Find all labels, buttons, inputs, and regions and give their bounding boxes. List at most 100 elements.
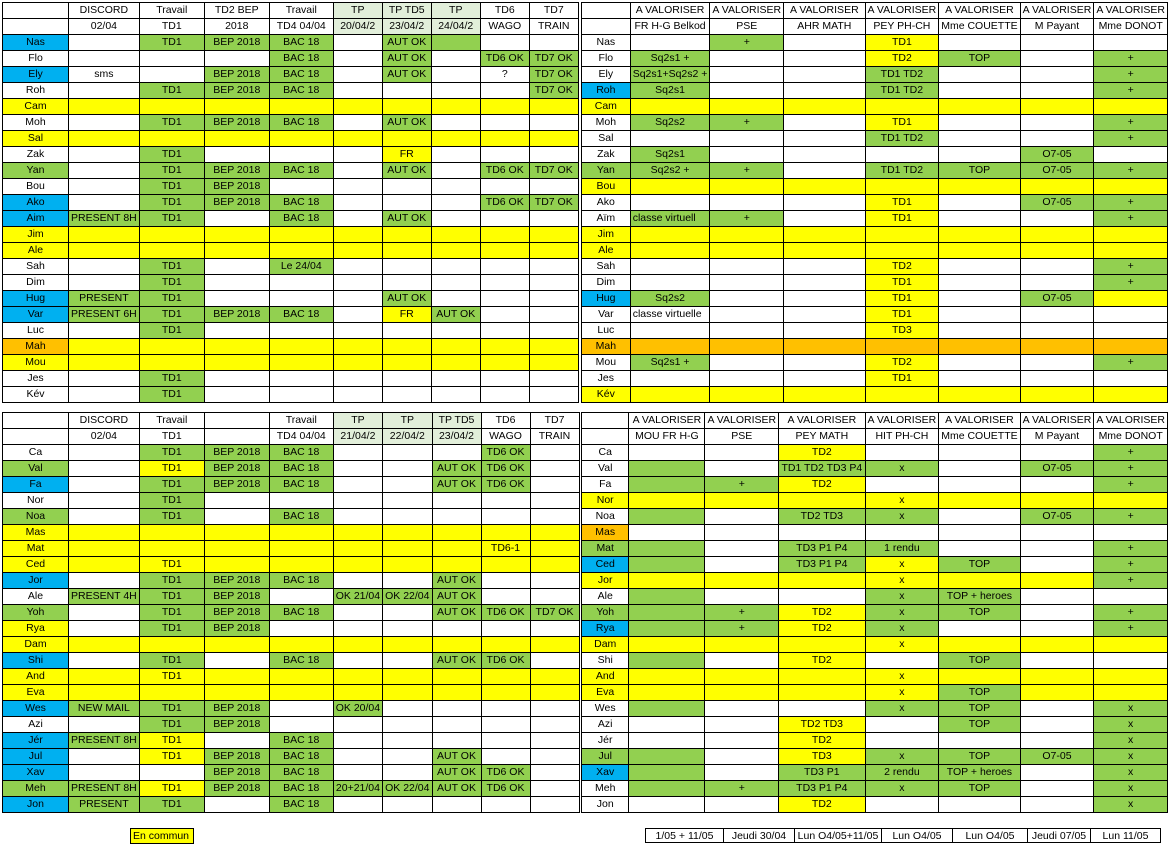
grid-cell[interactable] [68, 322, 140, 339]
grid-cell[interactable] [629, 370, 711, 387]
grid-cell[interactable]: AUT OK [381, 34, 432, 51]
grid-cell[interactable]: TD1 [138, 588, 205, 605]
grid-cell[interactable] [382, 492, 433, 509]
grid-cell[interactable] [1019, 274, 1095, 291]
grid-cell[interactable] [332, 620, 384, 637]
grid-cell[interactable] [479, 210, 530, 227]
grid-cell[interactable] [783, 306, 866, 323]
grid-cell[interactable] [68, 162, 140, 179]
grid-cell[interactable] [529, 732, 580, 749]
grid-cell[interactable] [709, 370, 785, 387]
grid-cell[interactable] [938, 34, 1021, 51]
grid-cell[interactable] [1019, 556, 1095, 573]
bottom-left-sheet-table[interactable]: DISCORD Travail Travail TP TP TP TD5 TD6 TD7 02/… [2, 412, 580, 813]
grid-cell[interactable] [704, 668, 780, 685]
grid-cell[interactable] [479, 386, 530, 403]
grid-cell[interactable]: AUT OK [431, 764, 482, 781]
grid-cell[interactable] [628, 668, 706, 685]
grid-cell[interactable]: TD1 [864, 306, 940, 323]
grid-cell[interactable] [783, 290, 866, 307]
grid-cell[interactable] [709, 194, 785, 211]
student-name-cell[interactable]: Jor [2, 572, 69, 589]
grid-cell[interactable]: + [1093, 162, 1168, 179]
grid-cell[interactable] [68, 98, 140, 115]
grid-cell[interactable] [382, 460, 433, 477]
student-name-cell[interactable]: Xav [580, 764, 630, 781]
grid-cell[interactable] [528, 322, 579, 339]
grid-cell[interactable] [332, 572, 384, 589]
grid-cell[interactable] [938, 290, 1021, 307]
grid-cell[interactable] [68, 258, 140, 275]
column-header-cell[interactable]: A VALORISER [783, 2, 866, 19]
grid-cell[interactable]: + [1093, 194, 1168, 211]
grid-cell[interactable]: TD1 [138, 556, 205, 573]
grid-cell[interactable] [430, 82, 481, 99]
grid-cell[interactable]: TD7 OK [528, 194, 579, 211]
grid-cell[interactable] [783, 386, 866, 403]
grid-cell[interactable] [629, 194, 711, 211]
grid-cell[interactable] [938, 146, 1021, 163]
column-header-cell[interactable]: A VALORISER [1093, 2, 1168, 19]
student-name-cell[interactable]: Meh [580, 780, 630, 797]
grid-cell[interactable] [268, 290, 334, 307]
grid-cell[interactable]: TD1 [138, 572, 205, 589]
grid-cell[interactable] [203, 370, 270, 387]
grid-cell[interactable] [268, 130, 334, 147]
grid-cell[interactable]: + [1093, 50, 1168, 67]
bottom-right-sheet-table[interactable]: A VALORISER A VALORISER A VALORISER A VALOR… [580, 412, 1168, 813]
grid-cell[interactable]: TOP [938, 652, 1021, 669]
grid-cell[interactable]: x [1093, 764, 1168, 781]
student-name-cell[interactable]: Fa [2, 476, 69, 493]
grid-cell[interactable] [268, 226, 334, 243]
grid-cell[interactable] [1019, 258, 1095, 275]
grid-cell[interactable]: x [864, 700, 940, 717]
grid-cell[interactable] [203, 210, 270, 227]
student-name-cell[interactable]: Roh [2, 82, 69, 99]
grid-cell[interactable] [382, 444, 433, 461]
grid-cell[interactable] [704, 556, 780, 573]
column-header-cell[interactable]: TD4 04/04 [268, 18, 334, 35]
student-name-cell[interactable]: Bou [2, 178, 69, 195]
grid-cell[interactable] [709, 338, 785, 355]
student-name-cell[interactable]: Sal [2, 130, 69, 147]
grid-cell[interactable] [528, 354, 579, 371]
grid-cell[interactable]: x [1093, 700, 1168, 717]
grid-cell[interactable] [709, 322, 785, 339]
grid-cell[interactable] [68, 82, 140, 99]
grid-cell[interactable] [938, 178, 1021, 195]
grid-cell[interactable]: TD6 OK [480, 444, 531, 461]
grid-cell[interactable]: O7-05 [1019, 290, 1095, 307]
grid-cell[interactable]: TD1 [138, 444, 205, 461]
grid-cell[interactable] [203, 524, 270, 541]
footer-date-cell[interactable]: Lun O4/05 [952, 828, 1028, 843]
grid-cell[interactable] [1019, 732, 1095, 749]
student-name-cell[interactable]: Ced [2, 556, 69, 573]
grid-cell[interactable]: BAC 18 [268, 476, 334, 493]
grid-cell[interactable]: TD1 [864, 210, 940, 227]
footer-date-cell[interactable]: Lun O4/05 [881, 828, 953, 843]
grid-cell[interactable] [430, 146, 481, 163]
grid-cell[interactable] [529, 652, 580, 669]
grid-cell[interactable]: TD1 [138, 194, 205, 211]
student-name-cell[interactable]: Mat [2, 540, 69, 557]
grid-cell[interactable]: BEP 2018 [203, 780, 270, 797]
grid-cell[interactable] [628, 636, 706, 653]
grid-cell[interactable] [268, 322, 334, 339]
grid-cell[interactable]: AUT OK [431, 476, 482, 493]
grid-cell[interactable]: sms [68, 66, 140, 83]
student-name-cell[interactable]: Ely [2, 66, 69, 83]
column-header-cell[interactable]: TD1 [138, 18, 205, 35]
grid-cell[interactable]: Sq2s1 + [629, 50, 711, 67]
grid-cell[interactable] [1019, 524, 1095, 541]
grid-cell[interactable] [382, 540, 433, 557]
grid-cell[interactable] [628, 524, 706, 541]
student-name-cell[interactable]: Dam [580, 636, 630, 653]
grid-cell[interactable] [382, 764, 433, 781]
grid-cell[interactable]: TOP [938, 50, 1021, 67]
grid-cell[interactable] [332, 386, 383, 403]
grid-cell[interactable]: AUT OK [381, 162, 432, 179]
grid-cell[interactable]: TD7 OK [528, 162, 579, 179]
grid-cell[interactable]: TD1 [138, 162, 205, 179]
grid-cell[interactable] [479, 178, 530, 195]
grid-cell[interactable] [864, 444, 940, 461]
